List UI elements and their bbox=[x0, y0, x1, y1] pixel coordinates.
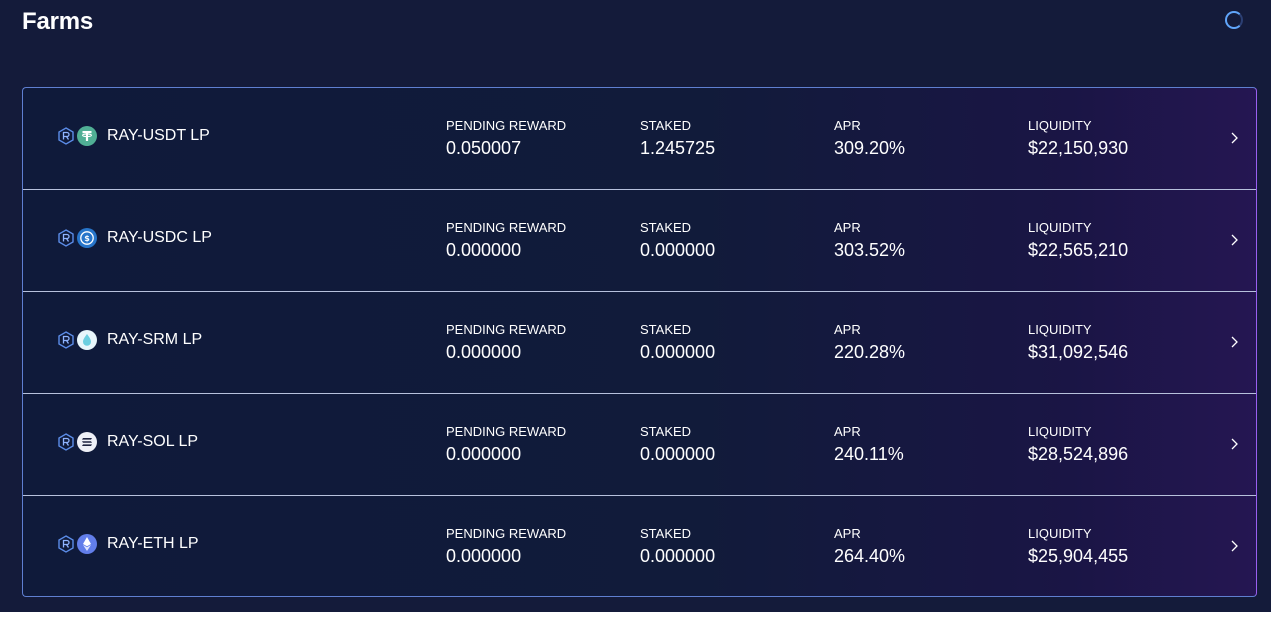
pending-reward-value: 0.000000 bbox=[446, 546, 522, 566]
apr-label: APR bbox=[834, 424, 861, 439]
liquidity-label: LIQUIDITY bbox=[1028, 220, 1092, 235]
liquidity: LIQUIDITY $31,092,546 bbox=[1028, 322, 1128, 363]
liquidity-label: LIQUIDITY bbox=[1028, 322, 1092, 337]
staked-label: STAKED bbox=[640, 118, 692, 133]
pending-reward-label: PENDING REWARD bbox=[446, 220, 567, 235]
staked-value: 0.000000 bbox=[640, 342, 716, 362]
pending-reward-value: 0.000000 bbox=[446, 240, 522, 260]
sol-icon bbox=[77, 432, 97, 452]
staked: STAKED 0.000000 bbox=[640, 322, 715, 363]
farm-pair: RAY-SRM LP bbox=[57, 330, 202, 350]
pending-reward-value: 0.000000 bbox=[446, 444, 522, 464]
apr-value: 303.52% bbox=[834, 240, 906, 260]
ray-icon bbox=[58, 229, 74, 247]
pending-reward-label: PENDING REWARD bbox=[446, 424, 567, 439]
farm-name: RAY-USDT LP bbox=[107, 127, 210, 144]
staked-label: STAKED bbox=[640, 424, 692, 439]
farm-pair: RAY-ETH LP bbox=[57, 534, 199, 554]
pending-reward: PENDING REWARD 0.000000 bbox=[446, 220, 566, 261]
liquidity: LIQUIDITY $28,524,896 bbox=[1028, 424, 1128, 465]
apr-label: APR bbox=[834, 220, 861, 235]
chevron-right-icon[interactable] bbox=[1229, 131, 1239, 145]
apr: APR 303.52% bbox=[834, 220, 905, 261]
pending-reward: PENDING REWARD 0.000000 bbox=[446, 424, 566, 465]
liquidity-value: $22,565,210 bbox=[1028, 240, 1129, 260]
liquidity: LIQUIDITY $22,150,930 bbox=[1028, 118, 1128, 159]
farm-list: RAY-USDT LP PENDING REWARD 0.050007 STAK… bbox=[22, 87, 1257, 597]
farm-pair: $ RAY-USDC LP bbox=[57, 228, 212, 248]
pending-reward-value: 0.000000 bbox=[446, 342, 522, 362]
staked-value: 0.000000 bbox=[640, 546, 716, 566]
staked: STAKED 1.245725 bbox=[640, 118, 715, 159]
farm-name: RAY-SOL LP bbox=[107, 433, 199, 450]
svg-text:$: $ bbox=[84, 234, 90, 243]
pending-reward-label: PENDING REWARD bbox=[446, 526, 567, 541]
staked-value: 1.245725 bbox=[640, 138, 716, 158]
staked-value: 0.000000 bbox=[640, 240, 716, 260]
pending-reward-label: PENDING REWARD bbox=[446, 322, 567, 337]
farm-row-ray-srm[interactable]: RAY-SRM LP PENDING REWARD 0.000000 STAKE… bbox=[23, 292, 1256, 394]
apr-label: APR bbox=[834, 526, 861, 541]
chevron-right-icon[interactable] bbox=[1229, 233, 1239, 247]
pending-reward: PENDING REWARD 0.000000 bbox=[446, 322, 566, 363]
farm-name: RAY-ETH LP bbox=[107, 535, 199, 552]
liquidity-value: $28,524,896 bbox=[1028, 444, 1129, 464]
apr-value: 309.20% bbox=[834, 138, 906, 158]
liquidity-label: LIQUIDITY bbox=[1028, 424, 1092, 439]
farm-name: RAY-SRM LP bbox=[107, 331, 203, 348]
liquidity-value: $22,150,930 bbox=[1028, 138, 1129, 158]
ray-icon bbox=[58, 535, 74, 553]
liquidity-label: LIQUIDITY bbox=[1028, 118, 1092, 133]
apr: APR 240.11% bbox=[834, 424, 904, 465]
farm-row-ray-usdt[interactable]: RAY-USDT LP PENDING REWARD 0.050007 STAK… bbox=[23, 88, 1256, 190]
usdt-icon bbox=[77, 126, 97, 146]
farm-pair: RAY-SOL LP bbox=[57, 432, 198, 452]
srm-icon bbox=[77, 330, 97, 350]
ray-icon bbox=[58, 331, 74, 349]
staked: STAKED 0.000000 bbox=[640, 526, 715, 567]
chevron-right-icon[interactable] bbox=[1229, 437, 1239, 451]
farm-pair: RAY-USDT LP bbox=[57, 126, 210, 146]
chevron-right-icon[interactable] bbox=[1229, 335, 1239, 349]
chevron-right-icon[interactable] bbox=[1229, 539, 1239, 553]
liquidity: LIQUIDITY $25,904,455 bbox=[1028, 526, 1128, 567]
liquidity-value: $31,092,546 bbox=[1028, 342, 1129, 362]
staked-label: STAKED bbox=[640, 322, 692, 337]
staked-value: 0.000000 bbox=[640, 444, 716, 464]
apr: APR 220.28% bbox=[834, 322, 905, 363]
eth-icon bbox=[77, 534, 97, 554]
apr-label: APR bbox=[834, 118, 861, 133]
pending-reward-value: 0.050007 bbox=[446, 138, 522, 158]
pending-reward-label: PENDING REWARD bbox=[446, 118, 567, 133]
staked-label: STAKED bbox=[640, 526, 692, 541]
liquidity-label: LIQUIDITY bbox=[1028, 526, 1092, 541]
liquidity-value: $25,904,455 bbox=[1028, 546, 1129, 566]
apr: APR 264.40% bbox=[834, 526, 905, 567]
farm-row-ray-usdc[interactable]: $ RAY-USDC LP PENDING REWARD 0.000000 ST… bbox=[23, 190, 1256, 292]
ray-icon bbox=[58, 127, 74, 145]
usdc-icon: $ bbox=[77, 228, 97, 248]
staked: STAKED 0.000000 bbox=[640, 424, 715, 465]
pending-reward: PENDING REWARD 0.000000 bbox=[446, 526, 566, 567]
farm-name: RAY-USDC LP bbox=[107, 229, 212, 246]
loading-spinner-icon bbox=[1225, 11, 1243, 29]
apr-value: 240.11% bbox=[834, 444, 904, 464]
pending-reward: PENDING REWARD 0.050007 bbox=[446, 118, 566, 159]
page-title: Farms bbox=[22, 8, 94, 35]
farm-row-ray-eth[interactable]: RAY-ETH LP PENDING REWARD 0.000000 STAKE… bbox=[23, 496, 1256, 596]
apr: APR 309.20% bbox=[834, 118, 905, 159]
staked: STAKED 0.000000 bbox=[640, 220, 715, 261]
farm-row-ray-sol[interactable]: RAY-SOL LP PENDING REWARD 0.000000 STAKE… bbox=[23, 394, 1256, 496]
staked-label: STAKED bbox=[640, 220, 692, 235]
liquidity: LIQUIDITY $22,565,210 bbox=[1028, 220, 1128, 261]
ray-icon bbox=[58, 433, 74, 451]
apr-label: APR bbox=[834, 322, 861, 337]
apr-value: 264.40% bbox=[834, 546, 906, 566]
apr-value: 220.28% bbox=[834, 342, 906, 362]
